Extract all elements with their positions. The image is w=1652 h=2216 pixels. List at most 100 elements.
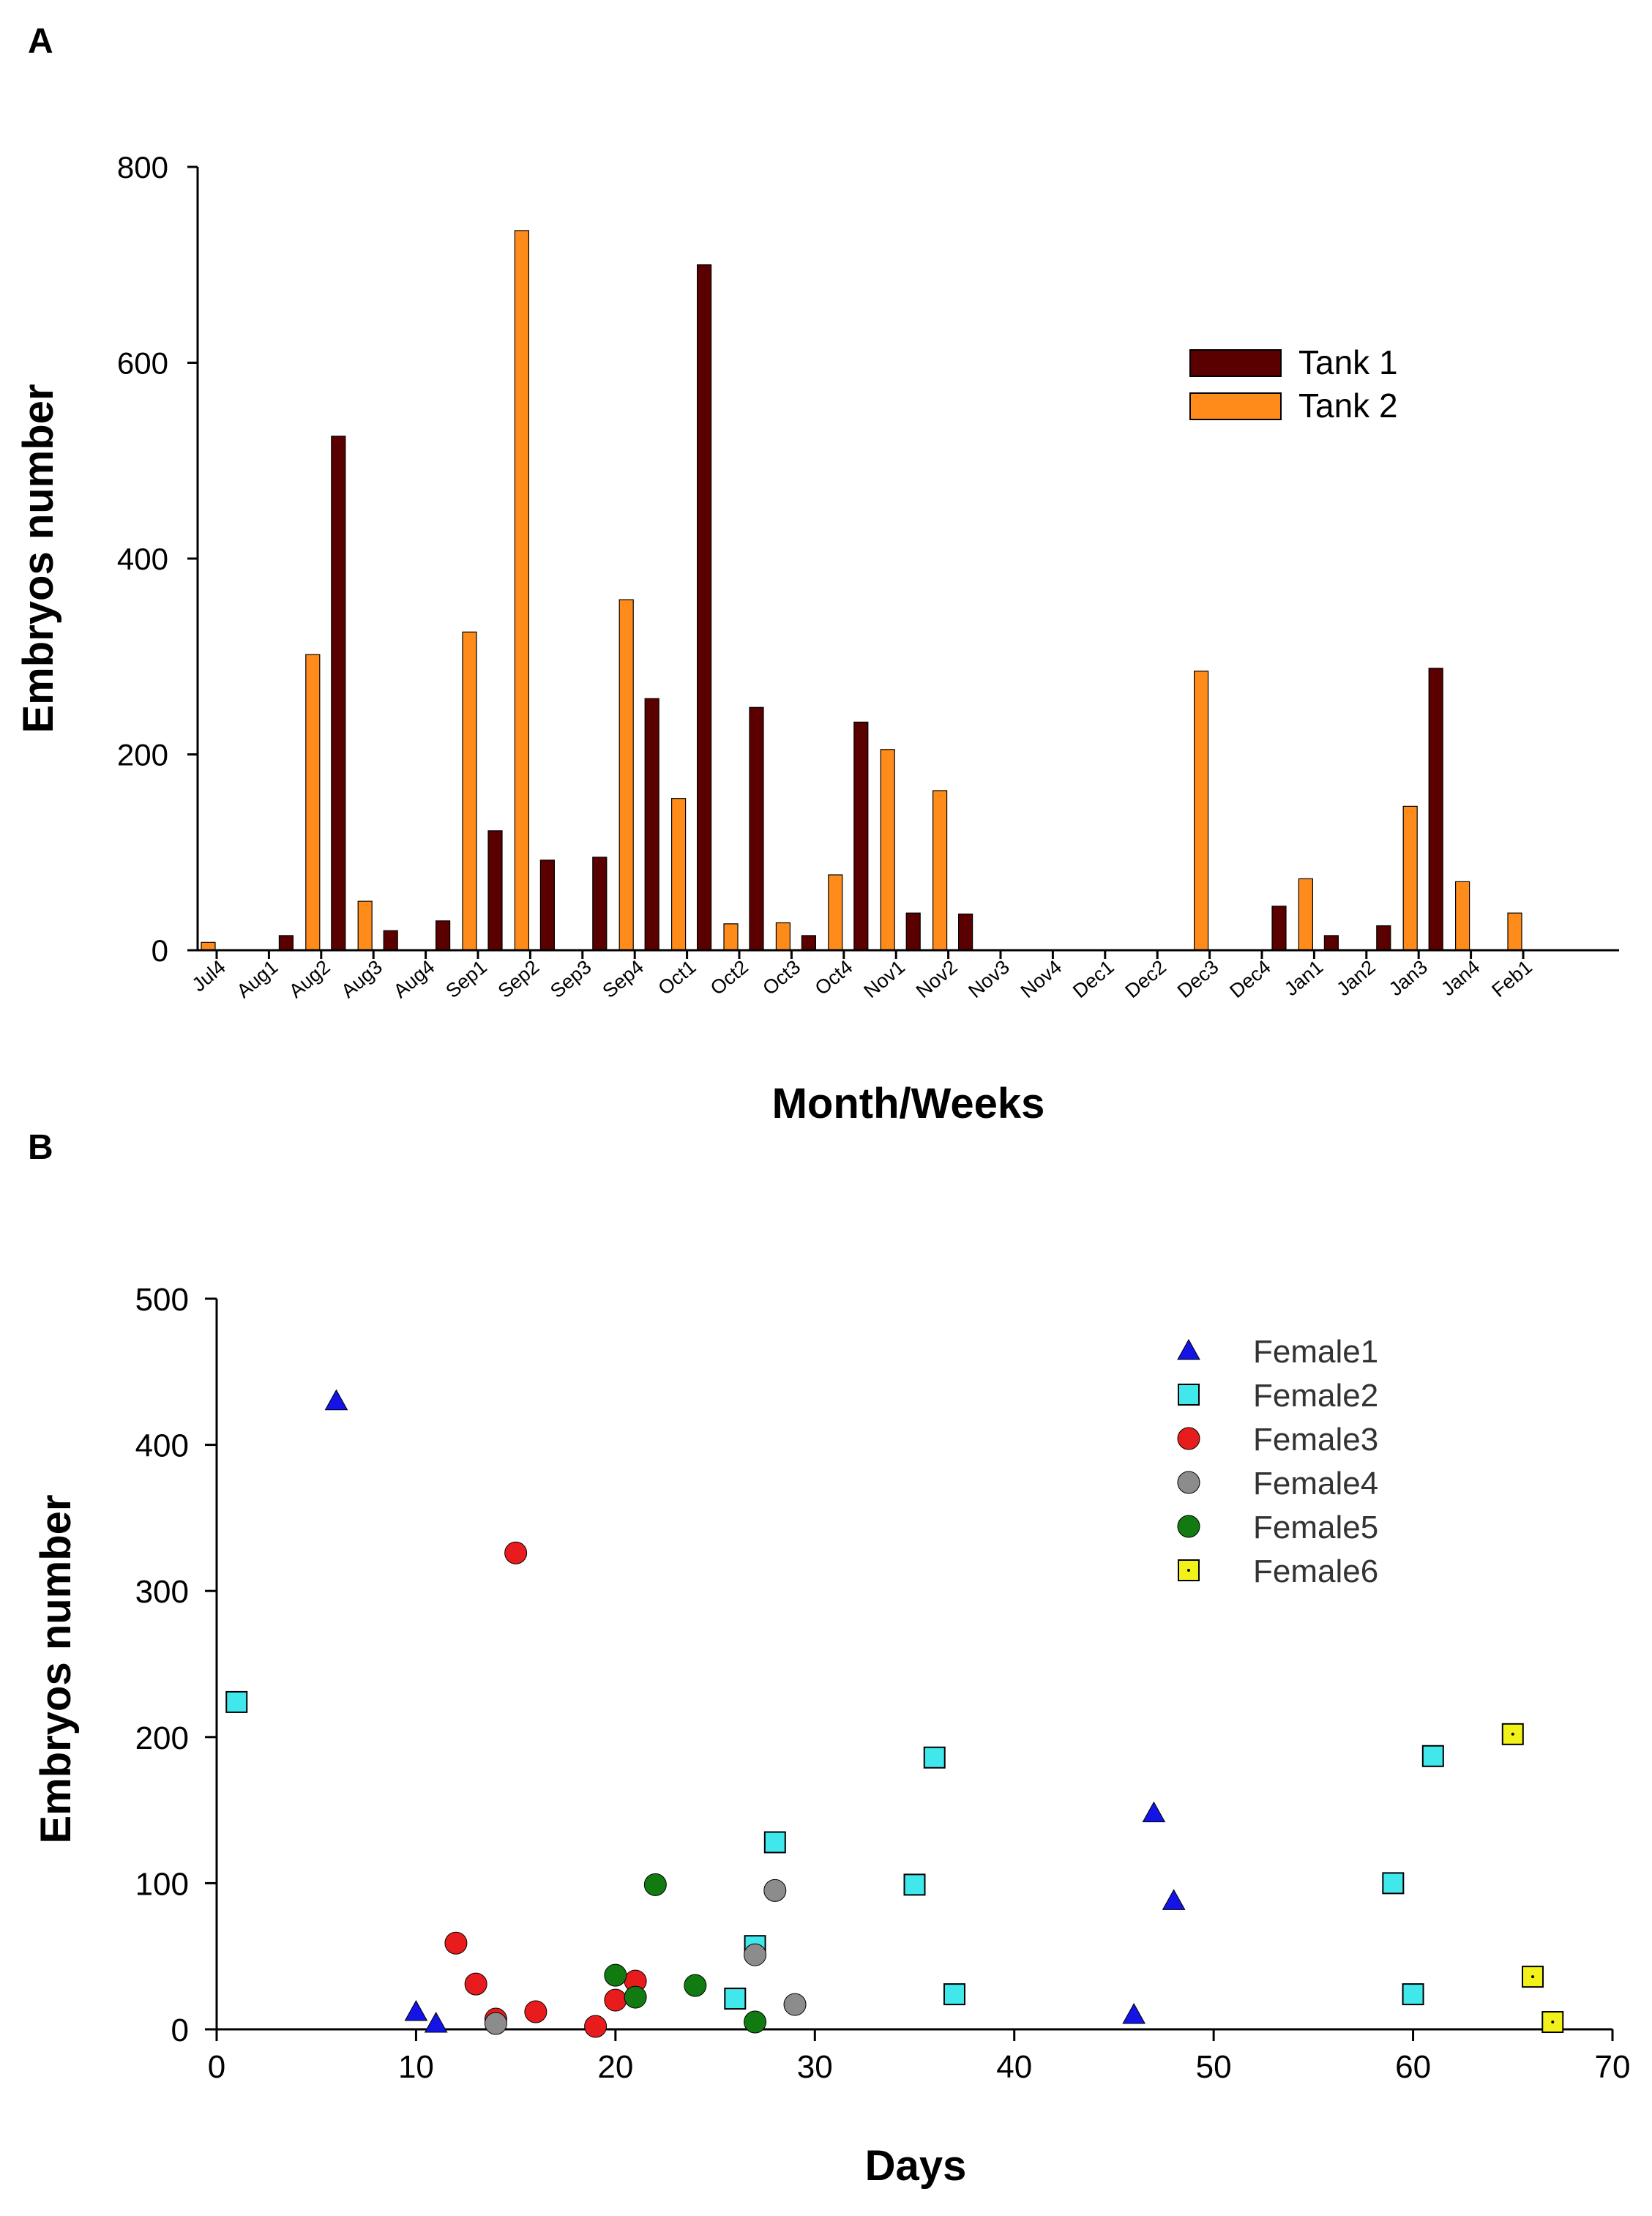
- point-female1: [404, 2000, 428, 2021]
- x-tick-label: Jul4: [188, 956, 230, 996]
- y-axis-title-a: Embryos number: [15, 384, 62, 734]
- x-tick-label: 60: [1395, 2049, 1431, 2085]
- bar-tank2-oct1: [670, 798, 687, 951]
- legend-marker-female6-dot: [1187, 1569, 1190, 1572]
- x-tick-label: Aug4: [389, 956, 439, 1003]
- bar-tank1-jan3: [1428, 668, 1443, 951]
- x-tick-label: Dec2: [1121, 956, 1170, 1002]
- point-group: [225, 1389, 1564, 2038]
- legend-label-female4: Female4: [1253, 1466, 1378, 1501]
- y-tick-label: 400: [135, 1428, 189, 1464]
- point-female4: [763, 1879, 787, 1902]
- legend-label-tank1: Tank 1: [1298, 343, 1398, 381]
- legend-swatch-tank1: [1189, 349, 1282, 377]
- legend-marker-female6-shape: [1178, 1559, 1200, 1581]
- x-tick-label: Sep2: [494, 956, 544, 1003]
- legend-marker-female4: [1177, 1471, 1200, 1494]
- point-female2-shape: [225, 1690, 248, 1713]
- x-tick-label: Jan3: [1385, 956, 1432, 1001]
- bar-tank1-aug3: [383, 930, 398, 951]
- point-female3: [604, 1988, 627, 2012]
- y-tick-label: 200: [135, 1720, 189, 1756]
- legend-a: Tank 1 Tank 2: [1189, 343, 1398, 425]
- point-female5: [604, 1963, 627, 1987]
- x-tick-label: Aug3: [337, 956, 386, 1003]
- bar-tank2-oct4: [828, 874, 843, 951]
- x-tick-label: Oct1: [654, 956, 700, 1000]
- bar-tank2-sep2: [514, 230, 530, 951]
- legend-label-tank2: Tank 2: [1298, 387, 1398, 425]
- scatter-chart: 0 100 200 300 400 500 0 10 20 30 40 50 60 70 Embryos…: [32, 1282, 1630, 2190]
- y-ticks-b: 0 100 200 300 400 500: [135, 1282, 217, 2048]
- point-female2: [1402, 1983, 1424, 2006]
- point-female2: [943, 1983, 965, 2006]
- point-female2-shape: [1402, 1983, 1424, 2006]
- y-tick-label: 500: [135, 1282, 189, 1318]
- legend-marker-female5: [1177, 1515, 1200, 1538]
- point-female6: [1541, 2011, 1564, 2034]
- bar-tank1-oct3: [801, 935, 817, 951]
- panel-a-label: A: [28, 22, 53, 61]
- point-female1: [424, 2011, 448, 2033]
- point-female1: [1142, 1801, 1166, 1823]
- point-female5: [624, 1985, 647, 2009]
- bar-tank2-jan3: [1402, 805, 1418, 951]
- point-female6-dot: [1511, 1732, 1514, 1736]
- y-tick-label: 200: [117, 738, 168, 772]
- point-female2-shape: [903, 1873, 926, 1896]
- bar-tank2-jan1: [1298, 878, 1314, 951]
- bar-tank1-sep3: [592, 857, 608, 951]
- bar-tank2-oct2: [723, 923, 739, 951]
- legend-swatch-tank2: [1189, 392, 1282, 420]
- x-axis-title-a: Month/Weeks: [772, 1080, 1045, 1127]
- point-female2: [923, 1746, 946, 1769]
- bar-tank2-jan4: [1454, 881, 1470, 951]
- x-tick-label: Nov4: [1017, 956, 1066, 1002]
- legend-marker-female3: [1177, 1427, 1200, 1450]
- bar-tank2-nov1: [880, 749, 895, 951]
- x-tick-label: 30: [797, 2049, 833, 2085]
- bar-tank1-sep2: [539, 859, 556, 951]
- point-female2: [724, 1988, 747, 2010]
- point-female2: [1421, 1745, 1444, 1767]
- bar-tank1-sep1: [487, 830, 503, 951]
- point-female6-dot: [1551, 2021, 1555, 2024]
- bar-tank2-nov2: [932, 790, 948, 951]
- x-tick-label: Nov1: [859, 956, 909, 1002]
- x-tick-label: 0: [208, 2049, 225, 2085]
- legend-marker-female2-shape: [1178, 1384, 1200, 1406]
- bar-tank1-oct1: [696, 264, 712, 951]
- x-tick-label: 10: [398, 2049, 434, 2085]
- x-tick-label: Sep3: [546, 956, 596, 1003]
- point-female2-shape: [923, 1746, 946, 1769]
- bar-tank1-dec4: [1271, 906, 1287, 951]
- point-female3: [524, 2000, 547, 2023]
- point-female1: [324, 1389, 348, 1411]
- y-tick-label: 300: [135, 1574, 189, 1610]
- point-female6-dot: [1531, 1975, 1535, 1979]
- legend-b: Female1 Female2 Female3 Female4 Female5 Femal…: [1177, 1334, 1378, 1589]
- point-female4: [783, 1993, 807, 2016]
- legend-label-female1: Female1: [1253, 1334, 1378, 1370]
- bar-tank2-sep1: [462, 631, 477, 951]
- point-female3: [444, 1931, 468, 1955]
- point-female3: [464, 1972, 487, 1996]
- point-female1: [1122, 2003, 1146, 2024]
- point-female6: [1522, 1966, 1544, 1988]
- x-tick-label: Dec4: [1225, 956, 1275, 1002]
- legend-marker-female2: [1178, 1384, 1200, 1406]
- legend-label-female3: Female3: [1253, 1422, 1378, 1458]
- x-tick-label: Oct4: [811, 956, 857, 1000]
- y-tick-label: 400: [117, 542, 168, 576]
- x-tick-label: Oct2: [706, 956, 752, 1000]
- point-female2-shape: [724, 1988, 747, 2010]
- y-ticks-a: 0 200 400 600 800: [117, 150, 198, 968]
- bar-tank2-sep4: [618, 599, 634, 951]
- x-tick-label: 20: [597, 2049, 633, 2085]
- bar-tank2-feb1: [1507, 912, 1522, 951]
- bar-tank2-dec3: [1193, 671, 1209, 951]
- bar-tank1-jan2: [1376, 925, 1391, 951]
- point-female2-shape: [1421, 1745, 1444, 1767]
- y-tick-label: 100: [135, 1866, 189, 1902]
